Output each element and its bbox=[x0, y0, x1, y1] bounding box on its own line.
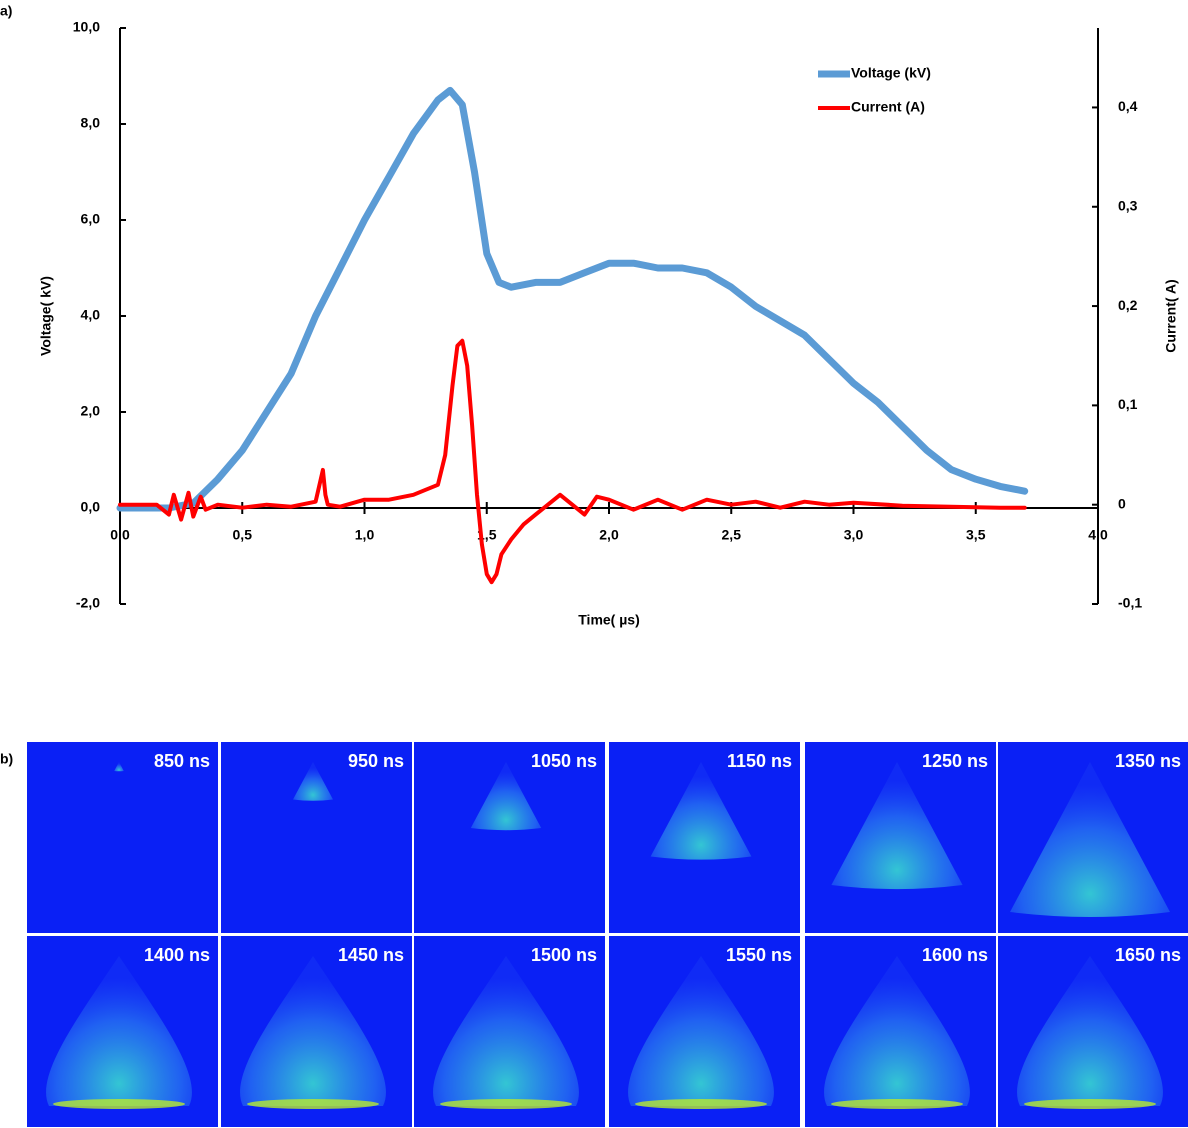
x-tick-label: 3,0 bbox=[844, 527, 864, 543]
y2-tick-label: 0,1 bbox=[1118, 396, 1138, 412]
panel-label: a) bbox=[0, 3, 12, 19]
y-tick-label: 2,0 bbox=[81, 403, 101, 419]
image-frame: 1150 ns bbox=[609, 742, 800, 933]
frame-label: 1450 ns bbox=[338, 945, 404, 965]
discharge bbox=[831, 762, 963, 890]
image-frame: 1050 ns bbox=[414, 742, 605, 933]
discharge bbox=[650, 762, 752, 860]
y2-tick-label: 0 bbox=[1118, 495, 1126, 511]
discharge bbox=[433, 956, 579, 1106]
frame-label: 1500 ns bbox=[531, 945, 597, 965]
discharge-base bbox=[247, 1099, 379, 1109]
x-tick-label: 0,0 bbox=[110, 527, 130, 543]
panel-label: b) bbox=[0, 751, 13, 767]
x-axis-title: Time( µs) bbox=[578, 612, 640, 628]
frame-label: 1650 ns bbox=[1115, 945, 1181, 965]
y2-tick-label: -0,1 bbox=[1118, 595, 1142, 611]
image-frame: 850 ns bbox=[27, 742, 218, 933]
image-frame: 1350 ns bbox=[998, 742, 1188, 933]
y-tick-label: 8,0 bbox=[81, 115, 101, 131]
image-frame: 1550 ns bbox=[609, 936, 800, 1127]
series-line bbox=[118, 338, 1027, 585]
frame-label: 950 ns bbox=[348, 751, 404, 771]
frame-label: 1550 ns bbox=[726, 945, 792, 965]
y2-tick-label: 0,2 bbox=[1118, 297, 1138, 313]
frame-label: 1250 ns bbox=[922, 751, 988, 771]
x-tick-label: 1,0 bbox=[355, 527, 375, 543]
discharge bbox=[628, 956, 774, 1106]
image-frame: 1600 ns bbox=[805, 936, 996, 1127]
x-tick-label: 3,5 bbox=[966, 527, 986, 543]
y2-tick-label: 0,3 bbox=[1118, 197, 1138, 213]
discharge-base bbox=[1024, 1099, 1156, 1109]
frame-label: 1150 ns bbox=[727, 751, 792, 771]
x-tick-label: 0,5 bbox=[233, 527, 253, 543]
frame-label: 1600 ns bbox=[922, 945, 988, 965]
x-tick-label: 4,0 bbox=[1088, 527, 1108, 543]
image-frame: 1650 ns bbox=[998, 936, 1188, 1127]
image-frame: 1500 ns bbox=[414, 936, 605, 1127]
discharge bbox=[240, 956, 386, 1106]
frame-label: 1350 ns bbox=[1115, 751, 1181, 771]
discharge-base bbox=[53, 1099, 185, 1109]
y-tick-label: 10,0 bbox=[73, 19, 100, 35]
discharge bbox=[1017, 956, 1163, 1106]
y-tick-label: 4,0 bbox=[81, 307, 101, 323]
x-tick-label: 2,5 bbox=[722, 527, 742, 543]
discharge-base bbox=[635, 1099, 767, 1109]
y-tick-label: 6,0 bbox=[81, 211, 101, 227]
x-tick-label: 2,0 bbox=[599, 527, 619, 543]
y2-tick-label: 0,4 bbox=[1118, 98, 1138, 114]
y-axis-title: Voltage( kV) bbox=[38, 276, 54, 356]
discharge bbox=[824, 956, 970, 1106]
discharge bbox=[1010, 762, 1170, 917]
discharge-base bbox=[831, 1099, 963, 1109]
image-frame: 1250 ns bbox=[805, 742, 996, 933]
frame-label: 1400 ns bbox=[144, 945, 210, 965]
image-frame: 950 ns bbox=[221, 742, 412, 933]
y2-axis-title: Current( A) bbox=[1163, 279, 1179, 352]
frame-label: 1050 ns bbox=[531, 751, 597, 771]
image-frame: 1450 ns bbox=[221, 936, 412, 1127]
discharge bbox=[293, 762, 333, 801]
image-frame: 1400 ns bbox=[27, 936, 218, 1127]
legend-label: Current (A) bbox=[851, 99, 925, 115]
legend-label: Voltage (kV) bbox=[851, 65, 931, 81]
y-tick-label: -2,0 bbox=[76, 595, 100, 611]
series-line bbox=[116, 86, 1029, 512]
y-tick-label: 0,0 bbox=[81, 499, 101, 515]
frame-background bbox=[27, 742, 218, 933]
discharge bbox=[46, 956, 192, 1106]
frame-label: 850 ns bbox=[154, 751, 210, 771]
discharge bbox=[470, 762, 542, 831]
discharge bbox=[114, 762, 124, 772]
discharge-base bbox=[440, 1099, 572, 1109]
